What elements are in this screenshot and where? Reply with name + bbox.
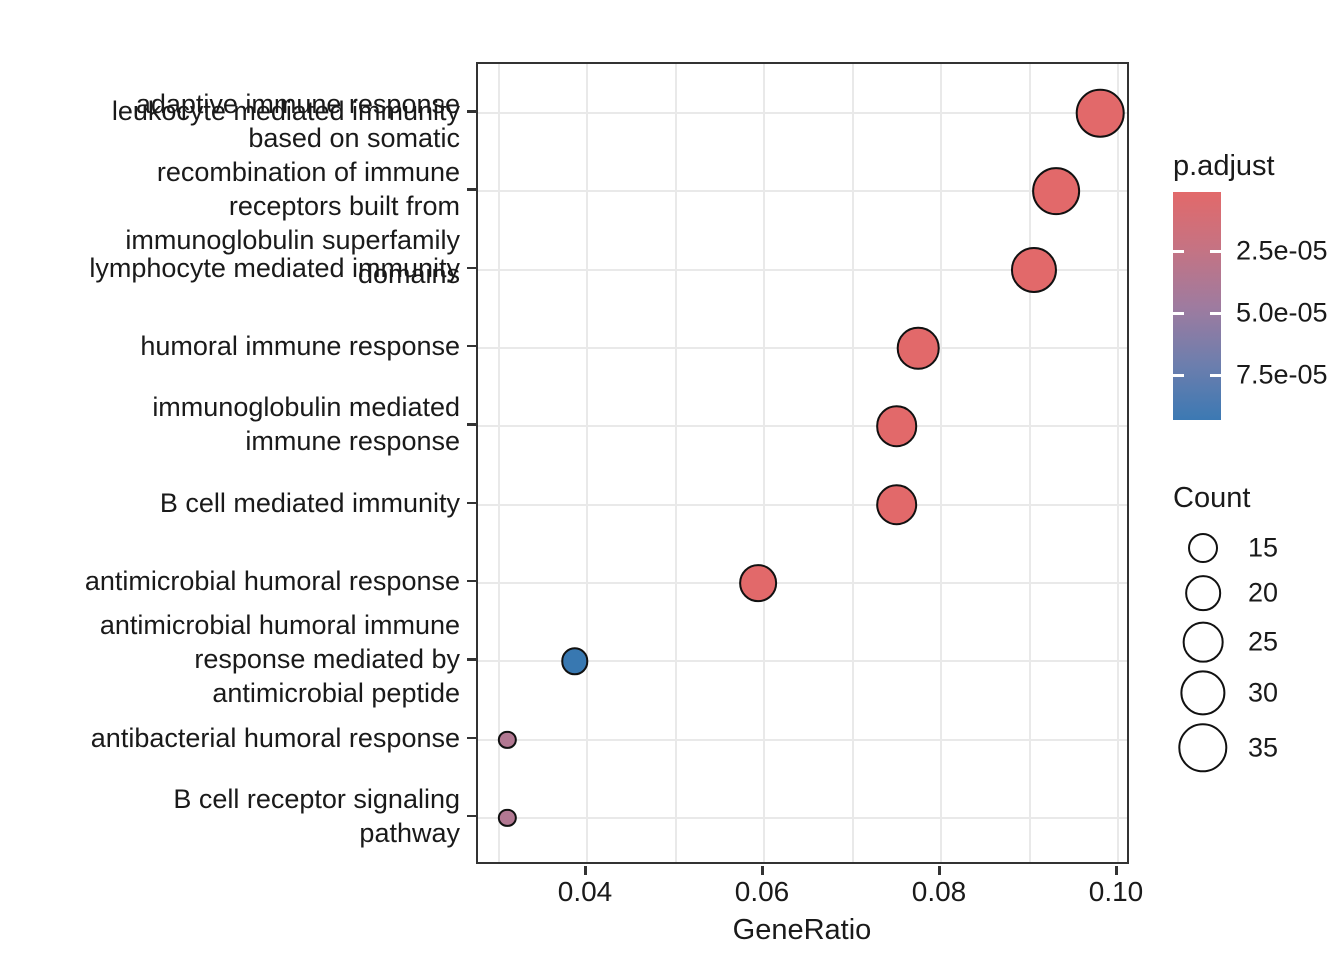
count-legend-circle <box>1178 723 1228 773</box>
p-adjust-colorbar <box>1173 192 1221 420</box>
colorbar-tick <box>1210 250 1221 253</box>
gridline-vertical <box>497 64 500 862</box>
x-axis-tick <box>584 866 587 875</box>
y-axis-tick <box>467 188 476 191</box>
y-axis-tick <box>467 423 476 426</box>
count-legend-label: 20 <box>1248 577 1279 608</box>
y-axis-tick <box>467 579 476 583</box>
x-axis-tick-label: 0.10 <box>1088 876 1144 907</box>
gridline-vertical <box>674 64 677 862</box>
data-point <box>738 564 777 602</box>
count-legend-circle <box>1185 575 1221 611</box>
y-axis-tick <box>467 501 476 505</box>
colorbar-tick <box>1173 312 1184 315</box>
x-axis-tick <box>1115 866 1118 875</box>
colorbar-tick <box>1210 312 1221 315</box>
y-axis-tick <box>467 814 476 818</box>
y-axis-label: adaptive immune response based on somati… <box>125 89 460 290</box>
y-axis-tick <box>467 736 476 740</box>
y-axis-label: antimicrobial humoral immune response me… <box>99 610 460 709</box>
count-legend-circle <box>1180 670 1226 716</box>
gridline-horizontal <box>478 268 1127 271</box>
y-axis-label: antibacterial humoral response <box>90 722 460 753</box>
x-axis-tick <box>761 866 764 875</box>
x-axis-tick-label: 0.08 <box>911 876 967 907</box>
data-point <box>498 808 517 828</box>
y-axis-label: B cell receptor signaling pathway <box>173 783 460 848</box>
gridline-vertical <box>763 64 765 862</box>
data-point <box>498 730 517 749</box>
gridline-horizontal <box>478 425 1127 428</box>
gridline-horizontal <box>478 346 1127 349</box>
gridline-vertical <box>851 64 854 862</box>
gridline-horizontal <box>478 112 1127 114</box>
count-legend-label: 30 <box>1248 677 1279 708</box>
colorbar-tick <box>1210 374 1221 377</box>
x-axis-tick <box>938 866 941 875</box>
count-legend-circle <box>1188 533 1218 563</box>
colorbar-tick-label: 2.5e-05 <box>1236 235 1328 266</box>
data-point <box>875 405 918 448</box>
y-axis-tick <box>467 658 476 661</box>
gridline-horizontal <box>478 581 1127 584</box>
gridline-horizontal <box>478 503 1127 506</box>
y-axis-label: B cell mediated immunity <box>159 487 460 518</box>
data-point <box>1010 246 1057 293</box>
count-legend-circle <box>1182 621 1224 663</box>
gridline-horizontal <box>478 660 1127 663</box>
x-axis-title: GeneRatio <box>732 914 872 946</box>
gridline-vertical <box>1028 64 1031 862</box>
colorbar-tick <box>1173 250 1184 253</box>
y-axis-label: antimicrobial humoral response <box>84 565 460 596</box>
x-axis-tick-label: 0.06 <box>734 876 790 907</box>
colorbar-tick <box>1173 374 1184 377</box>
data-point <box>1032 167 1080 216</box>
data-point <box>896 326 940 370</box>
gridline-vertical <box>586 64 588 862</box>
colorbar-tick-label: 5.0e-05 <box>1236 297 1328 328</box>
y-axis-tick <box>467 266 476 270</box>
count-legend-title: Count <box>1173 482 1251 514</box>
y-axis-label: humoral immune response <box>140 330 460 361</box>
gridline-vertical <box>940 64 942 862</box>
y-axis-tick <box>467 110 476 113</box>
data-point <box>875 483 918 526</box>
y-axis-label: lymphocyte mediated immunity <box>89 252 460 283</box>
y-axis-label: leukocyte mediated immunity <box>111 96 460 126</box>
data-point <box>1076 88 1125 138</box>
gridline-horizontal <box>478 816 1127 819</box>
count-legend-label: 15 <box>1248 532 1279 563</box>
count-legend-label: 25 <box>1248 626 1279 657</box>
data-point <box>560 647 589 676</box>
p-adjust-legend-title: p.adjust <box>1173 150 1275 182</box>
x-axis-tick-label: 0.04 <box>557 876 613 907</box>
y-axis-tick <box>467 344 476 348</box>
gridline-horizontal <box>478 738 1127 741</box>
count-legend-label: 35 <box>1248 732 1279 763</box>
gridline-vertical <box>1117 64 1119 862</box>
y-axis-label: immunoglobulin mediated immune response <box>152 392 460 457</box>
gridline-horizontal <box>478 190 1127 193</box>
plot-panel <box>476 62 1129 864</box>
colorbar-tick-label: 7.5e-05 <box>1236 359 1328 390</box>
